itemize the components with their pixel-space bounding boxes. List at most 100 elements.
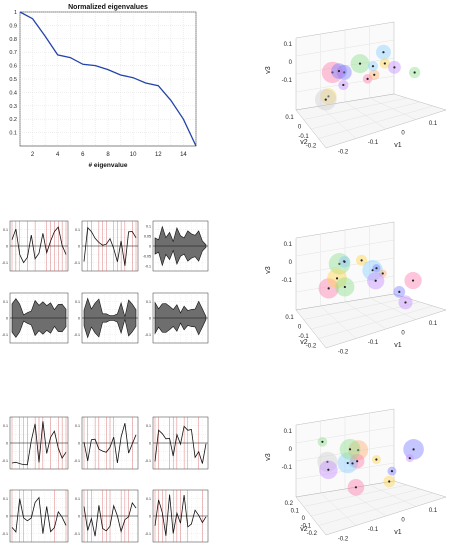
v2-axis-label: v2	[300, 139, 308, 146]
v3-tick-label: -0.1	[282, 465, 293, 471]
cluster-point	[381, 272, 384, 275]
cluster-point	[343, 260, 346, 263]
floor-grid	[369, 297, 417, 320]
cluster-point	[346, 461, 349, 465]
v3-tick-label: 0.1	[284, 242, 293, 248]
v1-tick-label: -0.2	[338, 349, 349, 355]
v3-tick-label: 0.1	[284, 429, 293, 435]
panel-tick-label: -0.1	[74, 532, 80, 536]
floor	[295, 480, 447, 536]
cluster-point	[383, 62, 386, 65]
x-tick-label: 6	[81, 152, 85, 158]
panel-tick-label: -0.1	[2, 333, 8, 337]
cluster-point	[357, 449, 360, 452]
cluster-point	[331, 71, 334, 74]
y-tick-label: 0.8	[9, 37, 17, 43]
x-tick-label: 2	[31, 152, 35, 158]
v3-tick-label: -0.1	[282, 78, 293, 84]
panel-tick-label: 0.1	[146, 497, 151, 501]
v1-tick-label: -0.2	[338, 536, 349, 542]
y-tick-label: 0.7	[9, 50, 17, 56]
v2-tick-label: -0.1	[298, 334, 309, 340]
cluster-point	[374, 279, 377, 282]
eigenvalue-x-ticks: 2 4 6 8 10 12 14	[31, 152, 188, 158]
cluster-point	[382, 51, 385, 54]
v1-tick-label: 0.1	[429, 508, 438, 514]
panel-signal	[83, 423, 137, 464]
floor-grid	[318, 305, 434, 339]
bottom-panels: 0.1 0 -0.1 0.1 0 -0.1 0.1 0 -0.1 0.1 0 -0.1 0.1 0 -0.1…	[2, 416, 209, 543]
waveform-panel: 0.1 0.05 0 -0.05 -0.1	[143, 220, 209, 272]
v1-tick-label: 0.1	[429, 321, 438, 327]
cluster-point	[354, 486, 358, 489]
panel-tick-label: -0.1	[74, 333, 80, 337]
v1-tick-label: -0.1	[368, 340, 379, 346]
wall-grid	[295, 462, 395, 480]
panel-tick-label: 0	[149, 245, 151, 249]
cluster-point	[326, 460, 329, 463]
panel-tick-label: 0	[78, 515, 80, 519]
panel-tick-label: -0.05	[143, 255, 151, 259]
cluster-point	[411, 279, 415, 282]
cluster-point	[388, 480, 391, 483]
panel-signal	[154, 494, 207, 536]
v2-tick-label: 0.1	[291, 508, 300, 514]
cluster-point	[360, 259, 363, 262]
floor-grid	[318, 492, 434, 526]
panel-tick-label: 0.1	[146, 225, 151, 229]
wall-grid	[295, 57, 395, 75]
v3-tick-label: 0.1	[284, 42, 293, 48]
panel-signal	[154, 425, 207, 464]
eigenvalue-x-label: # eigenvalue	[88, 162, 127, 169]
x-tick-label: 10	[130, 152, 137, 158]
v2-tick-label: 0	[298, 324, 302, 330]
eigenvalue-curve	[19, 11, 197, 147]
floor	[295, 93, 447, 149]
cluster-point	[413, 71, 416, 74]
v2-axis-label: v2	[300, 339, 308, 346]
panel-tick-label: 0.1	[3, 497, 8, 501]
panel-tick-label: 0.05	[144, 235, 151, 239]
wall-grid	[295, 75, 395, 93]
floor-grid	[369, 97, 417, 120]
cluster-point	[327, 95, 330, 98]
cluster-point	[375, 458, 378, 461]
cluster-point	[393, 66, 396, 69]
floor-grid	[369, 484, 417, 507]
cluster-point	[408, 457, 411, 460]
v1-tick-label: 0	[401, 130, 405, 136]
floor-grid	[344, 488, 387, 517]
panel-tick-label: 0.1	[3, 424, 8, 428]
panel-signal	[11, 226, 67, 264]
cluster-point	[351, 462, 354, 465]
cluster-point	[321, 440, 324, 443]
cluster-point	[337, 69, 341, 73]
panel-tick-label: 0.1	[75, 300, 80, 304]
v1-tick-label: -0.1	[368, 140, 379, 146]
waveform-panel: 0.1 0 -0.1	[145, 489, 209, 543]
v2-axis-label: v2	[300, 526, 308, 533]
panel-tick-label: 0.1	[75, 497, 80, 501]
cluster-point	[404, 301, 407, 304]
panel-tick-label: -0.1	[74, 459, 80, 463]
waveform-panel: 0.1 0 -0.1	[2, 220, 69, 272]
panel-tick-label: -0.1	[145, 333, 151, 337]
x-tick-label: 14	[180, 152, 187, 158]
v2-tick-label: 0	[302, 516, 306, 522]
panel-tick-label: 0	[6, 317, 8, 321]
v1-axis-label: v1	[394, 342, 402, 349]
v1-axis-label: v1	[394, 529, 402, 536]
panel-signal	[11, 421, 67, 466]
cluster-point	[375, 267, 378, 270]
y-tick-label: 1	[14, 10, 17, 16]
eigenvalue-grid	[19, 11, 197, 146]
cluster-point	[371, 269, 374, 272]
v3-axis-label: v3	[265, 453, 272, 461]
x-tick-label: 8	[106, 152, 110, 158]
panel-tick-label: -0.1	[2, 459, 8, 463]
panel-signal	[11, 496, 67, 534]
cluster-point	[373, 73, 376, 76]
cluster-point	[348, 448, 352, 451]
cluster-point	[327, 287, 330, 290]
